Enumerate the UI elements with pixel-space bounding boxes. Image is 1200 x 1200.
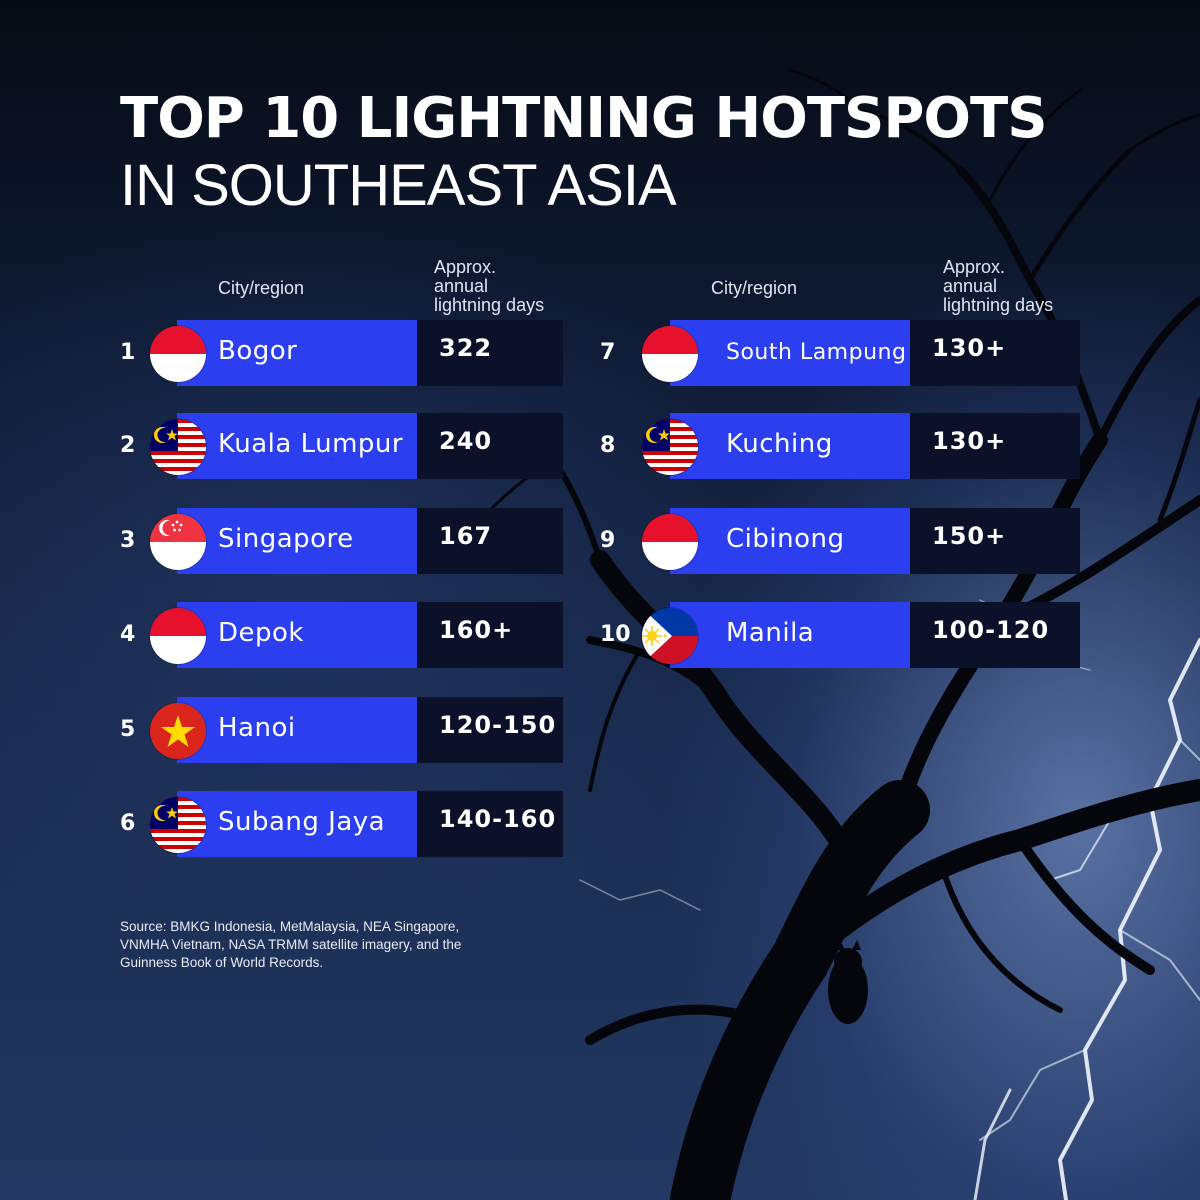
city-name: Manila	[726, 618, 815, 648]
column-header-days-right: Approx. annual lightning days	[943, 257, 1054, 315]
lightning-days-value: 100-120	[932, 616, 1050, 644]
rank-number: 9	[600, 528, 616, 553]
city-name: Cibinong	[726, 524, 845, 554]
table-row: 9 Cibinong 150+	[600, 508, 1080, 574]
city-name: Depok	[218, 618, 304, 648]
lightning-days-value: 120-150	[439, 711, 557, 739]
rank-number: 3	[120, 528, 136, 553]
singapore-flag-icon	[150, 514, 206, 570]
lightning-days-value: 167	[439, 522, 493, 550]
rank-number: 5	[120, 717, 136, 742]
indonesia-flag-icon	[642, 326, 698, 382]
lightning-days-value: 130+	[932, 334, 1007, 362]
city-name: Singapore	[218, 524, 354, 554]
table-row: 5 Hanoi 120-150	[120, 697, 563, 763]
days-cell: 130+	[910, 413, 1080, 479]
source-note: Source: BMKG Indonesia, MetMalaysia, NEA…	[120, 919, 462, 970]
lightning-days-value: 160+	[439, 616, 514, 644]
table-row: 7 South Lampung 130+	[600, 320, 1080, 386]
city-bar	[670, 413, 910, 479]
column-header-days-left: Approx. annual lightning days	[434, 257, 545, 315]
city-name: Hanoi	[218, 713, 296, 743]
days-cell: 240	[417, 413, 563, 479]
malaysia-flag-icon	[150, 797, 206, 853]
days-cell: 130+	[910, 320, 1080, 386]
vietnam-flag-icon	[150, 703, 206, 759]
tree-icon	[478, 68, 1200, 1200]
owl-icon	[828, 940, 868, 1024]
days-cell: 167	[417, 508, 563, 574]
title-line-1: TOP 10 LIGHTNING HOTSPOTS	[120, 86, 1048, 151]
table-row: 6 Subang Jaya 140-160	[120, 791, 563, 857]
city-name: Bogor	[218, 336, 298, 366]
malaysia-flag-icon	[150, 419, 206, 475]
table-row: 2 Kuala Lumpur 240	[120, 413, 563, 479]
rank-number: 7	[600, 340, 616, 365]
days-cell: 160+	[417, 602, 563, 668]
title-line-2: IN SOUTHEAST ASIA	[120, 153, 677, 218]
indonesia-flag-icon	[150, 326, 206, 382]
column-header-city-right: City/region	[711, 278, 798, 298]
lightning-days-value: 150+	[932, 522, 1007, 550]
rank-number: 10	[600, 622, 631, 647]
rank-number: 6	[120, 811, 136, 836]
lightning-days-value: 322	[439, 334, 493, 362]
malaysia-flag-icon	[642, 419, 698, 475]
city-name: Kuching	[726, 429, 833, 459]
column-header-city-left: City/region	[218, 278, 305, 298]
city-bar	[670, 602, 910, 668]
table-row: 4 Depok 160+	[120, 602, 563, 668]
city-name: South Lampung	[726, 340, 907, 365]
philippines-flag-icon	[642, 608, 698, 664]
days-cell: 150+	[910, 508, 1080, 574]
days-cell: 120-150	[417, 697, 563, 763]
rank-number: 8	[600, 433, 616, 458]
lightning-days-value: 140-160	[439, 805, 557, 833]
table-row: 1 Bogor 322	[120, 320, 563, 386]
city-bar	[670, 320, 910, 386]
rank-number: 2	[120, 433, 136, 458]
days-cell: 140-160	[417, 791, 563, 857]
city-bar	[670, 508, 910, 574]
indonesia-flag-icon	[642, 514, 698, 570]
lightning-days-value: 240	[439, 427, 493, 455]
lightning-days-value: 130+	[932, 427, 1007, 455]
table-row: 8 Kuching 130+	[600, 413, 1080, 479]
days-cell: 322	[417, 320, 563, 386]
rank-number: 1	[120, 340, 136, 365]
days-cell: 100-120	[910, 602, 1080, 668]
table-row: 3 Singapore 167	[120, 508, 563, 574]
city-name: Kuala Lumpur	[218, 429, 404, 459]
table-row: 10 Manila 100-120	[600, 602, 1080, 668]
city-name: Subang Jaya	[218, 807, 386, 837]
indonesia-flag-icon	[150, 608, 206, 664]
rank-number: 4	[120, 622, 136, 647]
